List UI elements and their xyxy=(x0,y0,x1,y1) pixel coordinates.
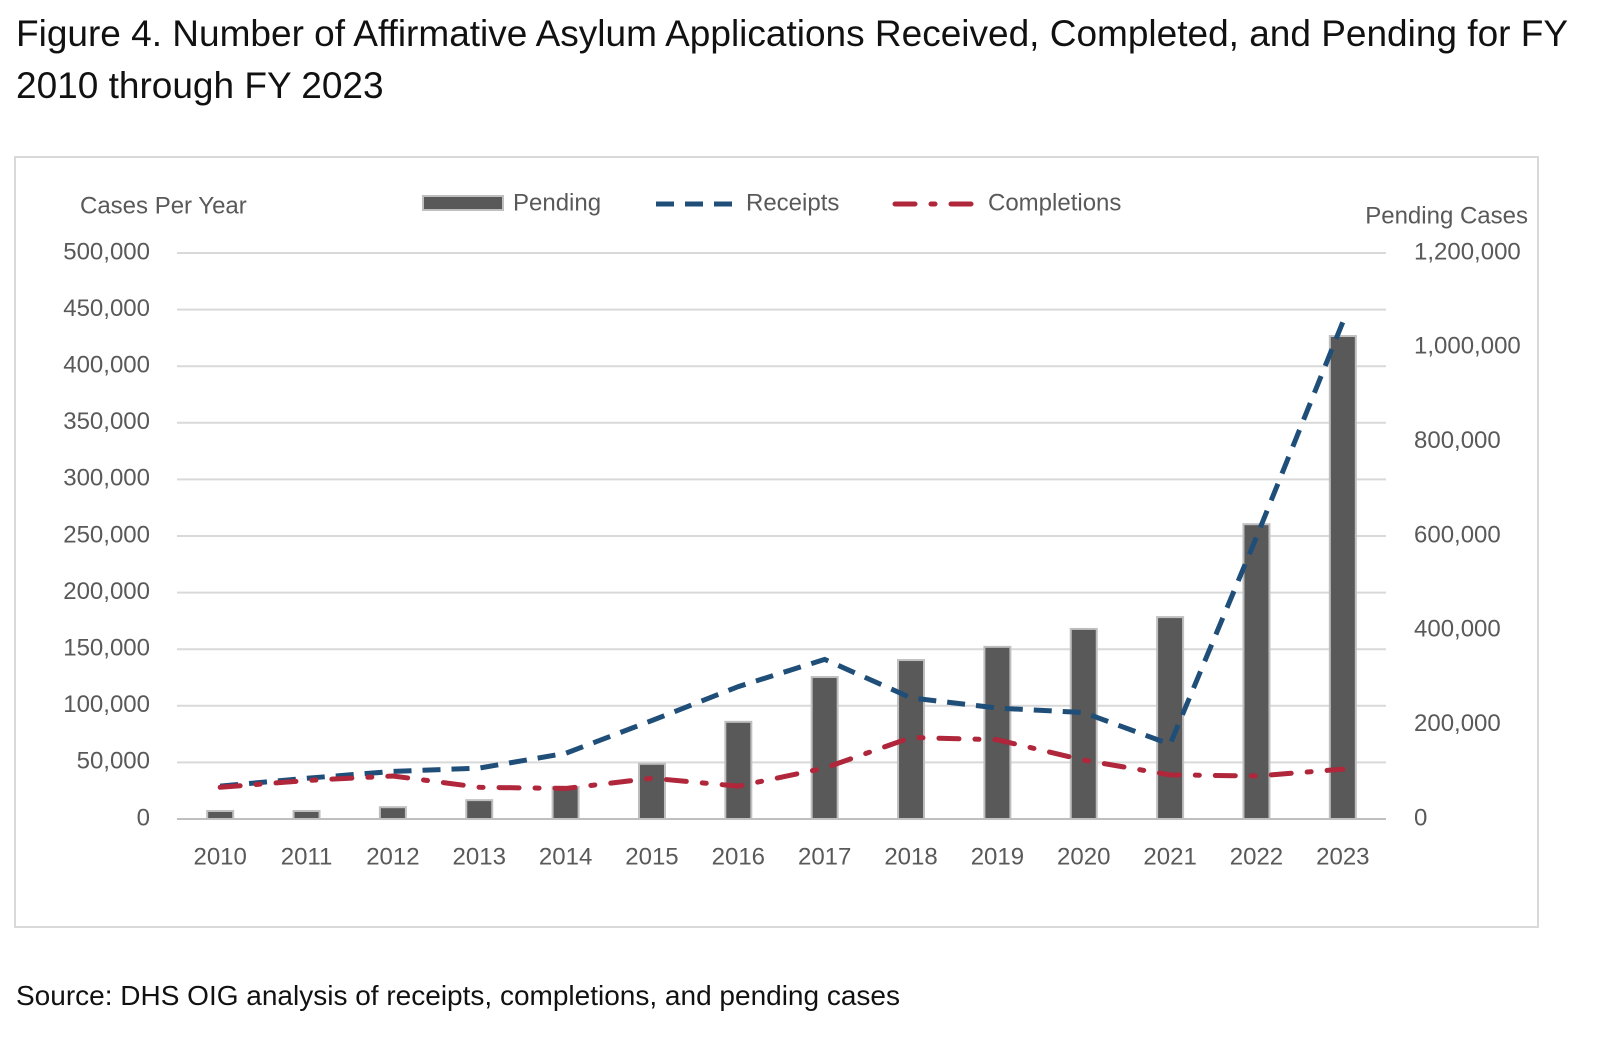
bar xyxy=(378,806,407,820)
legend-label: Pending xyxy=(513,189,601,216)
x-tick-label: 2021 xyxy=(1143,843,1196,870)
y-tick-label: 150,000 xyxy=(63,635,150,662)
legend-label: Completions xyxy=(988,189,1121,216)
x-tick-label: 2023 xyxy=(1316,843,1369,870)
chart-title: Figure 4. Number of Affirmative Asylum A… xyxy=(16,13,1568,106)
y2-tick-label: 600,000 xyxy=(1414,521,1501,548)
bar xyxy=(292,809,321,821)
y-tick-label: 250,000 xyxy=(63,521,150,548)
bar xyxy=(983,645,1012,821)
bar xyxy=(551,785,580,821)
chart: Cases Per Year Pending Cases 0 50,000 100,… xyxy=(14,156,1539,928)
x-tick-label: 2016 xyxy=(712,843,765,870)
x-tick-label: 2017 xyxy=(798,843,851,870)
bar xyxy=(465,799,494,821)
y-tick-label: 50,000 xyxy=(77,748,150,775)
source-note: Source: DHS OIG analysis of receipts, co… xyxy=(16,980,900,1011)
x-tick-label: 2022 xyxy=(1230,843,1283,870)
y2-tick-label: 1,000,000 xyxy=(1414,333,1521,360)
line-series xyxy=(217,734,1346,791)
bar xyxy=(206,809,235,821)
x-tick-label: 2013 xyxy=(453,843,506,870)
x-tick-label: 2012 xyxy=(366,843,419,870)
y-axis-label: Cases Per Year xyxy=(80,192,247,219)
y-tick-label: 400,000 xyxy=(63,352,150,379)
bar xyxy=(810,676,839,820)
legend-swatch xyxy=(422,195,504,211)
bar xyxy=(1156,616,1185,820)
y-tick-label: 350,000 xyxy=(63,408,150,435)
x-tick-label: 2020 xyxy=(1057,843,1110,870)
x-tick-label: 2010 xyxy=(193,843,246,870)
y-tick-label: 300,000 xyxy=(63,465,150,492)
y-tick-label: 200,000 xyxy=(63,578,150,605)
y2-tick-label: 400,000 xyxy=(1414,616,1501,643)
x-tick-label: 2014 xyxy=(539,843,592,870)
bar xyxy=(1328,335,1357,820)
x-tick-label: 2011 xyxy=(281,843,333,870)
y2-tick-label: 200,000 xyxy=(1414,710,1501,737)
y2-tick-label: 1,200,000 xyxy=(1414,238,1521,265)
y2-tick-label: 800,000 xyxy=(1414,427,1501,454)
bar xyxy=(1069,627,1098,820)
x-tick-label: 2018 xyxy=(884,843,937,870)
line-series xyxy=(219,321,1346,789)
x-tick-label: 2015 xyxy=(625,843,678,870)
y-tick-label: 450,000 xyxy=(63,295,150,322)
y2-axis-label: Pending Cases xyxy=(1365,202,1528,229)
bar xyxy=(1242,523,1271,820)
bar xyxy=(637,762,666,821)
legend-label: Receipts xyxy=(746,189,839,216)
y2-tick-label: 0 xyxy=(1414,804,1427,831)
y-tick-label: 500,000 xyxy=(63,238,150,265)
bar xyxy=(724,720,753,820)
x-tick-label: 2019 xyxy=(971,843,1024,870)
chart-frame xyxy=(14,156,1539,928)
y-tick-label: 0 xyxy=(137,804,150,831)
y-tick-label: 100,000 xyxy=(63,691,150,718)
